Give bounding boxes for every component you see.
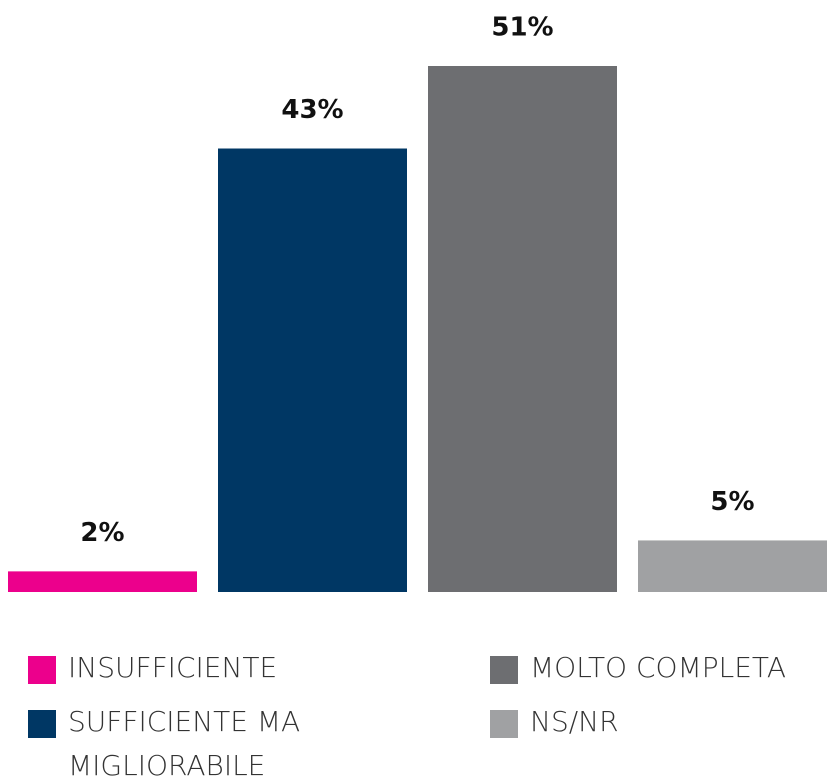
value-label: 2% <box>80 518 124 548</box>
legend-label: MOLTO COMPLETA <box>530 651 786 684</box>
value-label: 51% <box>491 13 553 43</box>
legend-swatch <box>490 656 518 684</box>
legend-swatch <box>490 710 518 738</box>
legend-label: INSUFFICIENTE <box>68 651 278 684</box>
value-label: 43% <box>281 95 343 125</box>
bar <box>8 571 197 592</box>
value-label: 5% <box>710 487 754 517</box>
legend-label: NS/NR <box>530 705 619 738</box>
legend-item: INSUFFICIENTE <box>28 651 277 690</box>
legend-item: SUFFICIENTE MA MIGLIORABILE <box>28 705 358 776</box>
legend-label: SUFFICIENTE MA MIGLIORABILE <box>68 705 301 776</box>
legend-swatch <box>28 710 56 738</box>
legend-item: NS/NR <box>490 705 619 744</box>
bar <box>638 540 827 592</box>
bar <box>428 66 617 592</box>
plot: 2% 43% 51% 5% <box>8 13 827 592</box>
legend-swatch <box>28 656 56 684</box>
legend-item: MOLTO COMPLETA <box>490 651 786 690</box>
bar <box>218 148 407 592</box>
